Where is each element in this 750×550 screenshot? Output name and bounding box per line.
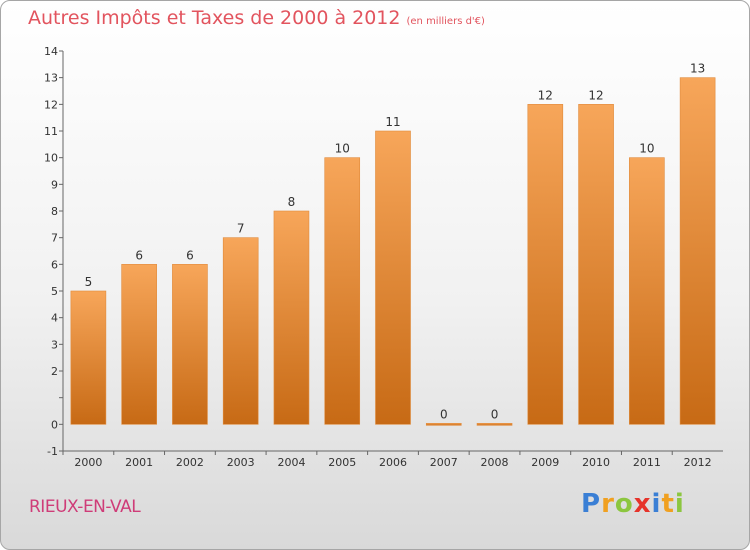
x-tick-label: 2011	[633, 456, 661, 469]
bar-2010	[578, 104, 614, 425]
y-tick-label: -1	[47, 445, 58, 458]
y-tick-label: 5	[51, 285, 58, 298]
y-tick-label: 13	[44, 72, 58, 85]
bar-value-label: 12	[588, 88, 603, 102]
bar-2005	[324, 157, 361, 425]
logo-letter: i	[674, 489, 685, 519]
bar-2000	[70, 290, 107, 425]
x-tick-label: 2004	[277, 456, 305, 469]
bar-value-label: 6	[186, 248, 194, 262]
y-tick-label: 3	[51, 338, 58, 351]
x-tick-label: 2007	[430, 456, 458, 469]
logo-letter: o	[614, 489, 634, 519]
x-tick-label: 2003	[227, 456, 255, 469]
x-tick-label: 2008	[481, 456, 509, 469]
bar-value-label: 0	[491, 407, 499, 421]
bars	[70, 77, 716, 426]
bar-2011	[629, 157, 665, 425]
bar-2012	[679, 77, 716, 425]
bar-2001	[121, 264, 157, 425]
y-tick-label: 2	[51, 365, 58, 378]
y-tick-label: 8	[51, 205, 58, 218]
logo-letter: i	[651, 489, 662, 519]
bar-2008	[476, 423, 513, 426]
x-tick-label: 2012	[684, 456, 712, 469]
bar-2004	[273, 210, 310, 425]
y-tick-label: 11	[44, 125, 58, 138]
y-tick-label: 12	[44, 98, 58, 111]
title-text: Autres Impôts et Taxes de 2000 à 2012	[28, 7, 401, 29]
logo-letter: x	[633, 489, 652, 519]
x-tick-label: 2000	[74, 456, 102, 469]
logo-letter: P	[581, 489, 602, 519]
y-tick-label: 6	[51, 258, 58, 271]
bar-2006	[375, 130, 411, 425]
bar-2007	[425, 423, 462, 426]
bar-value-label: 6	[135, 248, 143, 262]
bar-value-label: 13	[690, 62, 705, 76]
bar-value-label: 8	[288, 195, 296, 209]
x-tick-label: 2002	[176, 456, 204, 469]
y-tick-label: 14	[44, 45, 58, 58]
bar-value-labels: 5 6 6 7 8 10 11 0 0 12 12 10 13	[85, 62, 706, 422]
x-tick-label: 2006	[379, 456, 407, 469]
bar-value-label: 5	[85, 275, 93, 289]
chart-title: Autres Impôts et Taxes de 2000 à 2012 (en…	[28, 7, 485, 29]
bar-value-label: 12	[538, 88, 553, 102]
bar-2002	[172, 264, 208, 425]
proxiti-logo: Proxiti	[581, 489, 685, 519]
y-tick-label: 0	[51, 418, 58, 431]
bar-value-label: 10	[335, 142, 350, 156]
y-tick-label: 9	[51, 178, 58, 191]
x-tick-label: 2010	[582, 456, 610, 469]
y-tick-label: 10	[44, 152, 58, 165]
logo-letter: r	[601, 489, 615, 519]
x-tick-label: 2009	[531, 456, 559, 469]
bar-2009	[527, 104, 564, 425]
y-tick-label: 4	[51, 312, 58, 325]
commune-name: RIEUX-EN-VAL	[29, 497, 141, 517]
y-tick-label: 7	[51, 232, 58, 245]
bar-value-label: 0	[440, 407, 448, 421]
bar-value-label: 10	[639, 142, 654, 156]
bar-value-label: 11	[385, 115, 400, 129]
axes: -1 0 2 3 4 5 6 7 8 9 10 11 12 13 14 2000 2001 2002 2003 200…	[44, 45, 723, 469]
x-tick-label: 2001	[125, 456, 153, 469]
bar-value-label: 7	[237, 222, 245, 236]
title-unit: (en milliers d'€)	[406, 16, 485, 27]
bar-2003	[222, 237, 259, 425]
x-tick-label: 2005	[328, 456, 356, 469]
logo-letter: t	[661, 489, 675, 519]
